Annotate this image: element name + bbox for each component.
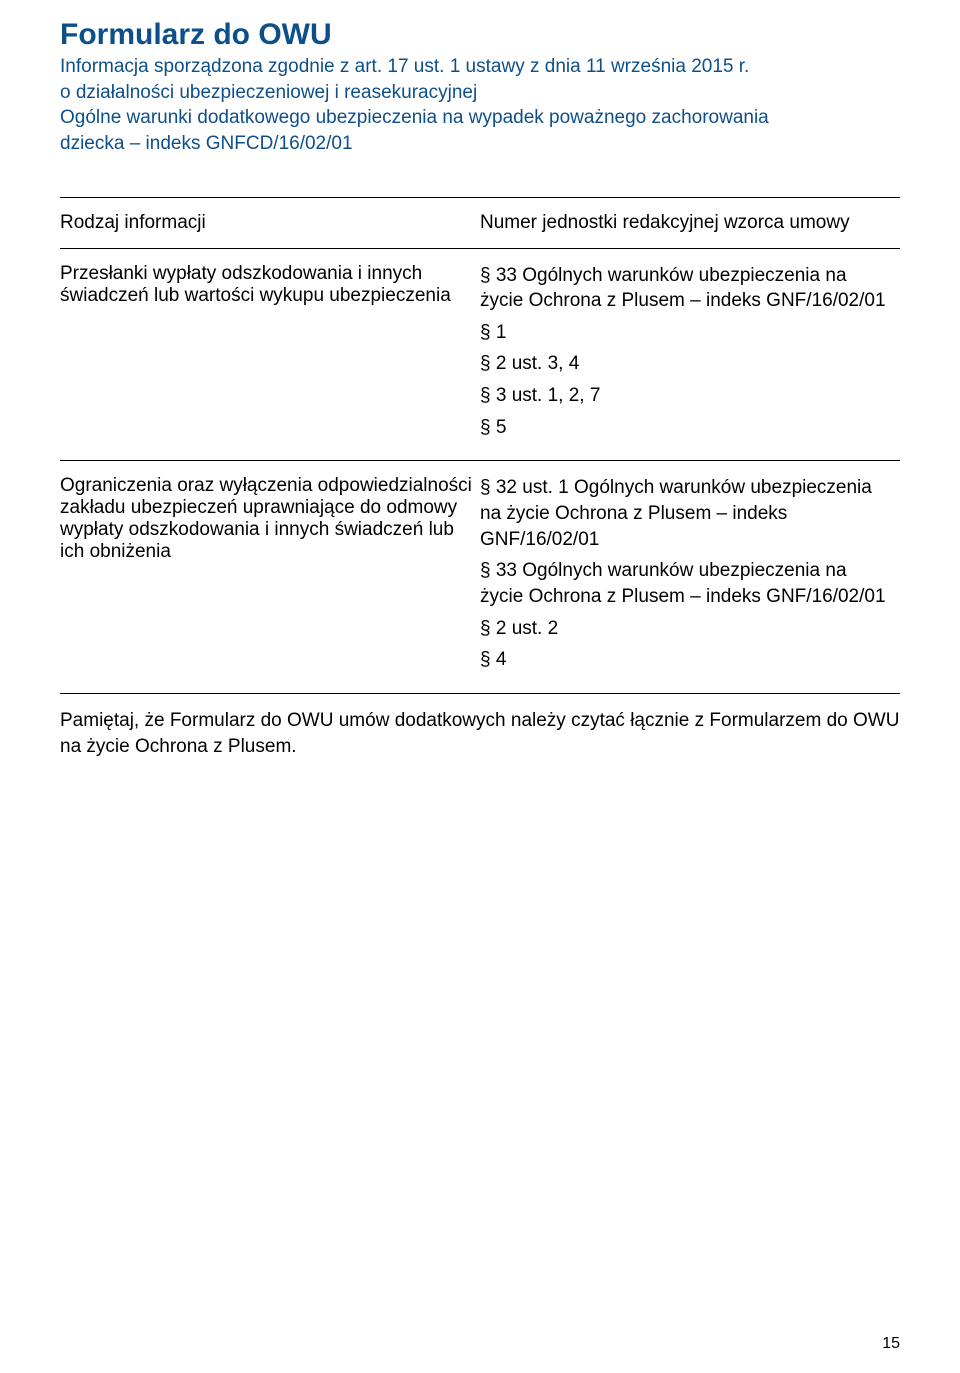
subtitle-block: Informacja sporządzona zgodnie z art. 17… (60, 54, 900, 157)
list-item: § 2 ust. 2 (480, 616, 892, 642)
table-header-row: Rodzaj informacji Numer jednostki redakc… (60, 197, 900, 248)
table-row: Przesłanki wypłaty odszkodowania i innyc… (60, 248, 900, 461)
list-item: § 5 (480, 415, 892, 441)
list-item: § 33 Ogólnych warunków ubezpieczenia na … (480, 263, 892, 314)
row2-list: § 32 ust. 1 Ogólnych warunków ubezpiecze… (480, 475, 892, 672)
list-item: § 33 Ogólnych warunków ubezpieczenia na … (480, 558, 892, 609)
subtitle-line-3: Ogólne warunki dodatkowego ubezpieczenia… (60, 105, 900, 131)
footer-note: Pamiętaj, że Formularz do OWU umów dodat… (60, 708, 900, 759)
header-right: Numer jednostki redakcyjnej wzorca umowy (480, 197, 900, 248)
list-item: § 3 ust. 1, 2, 7 (480, 383, 892, 409)
info-table: Rodzaj informacji Numer jednostki redakc… (60, 197, 900, 694)
page-title: Formularz do OWU (60, 18, 900, 52)
table-row: Ograniczenia oraz wyłączenia odpowiedzia… (60, 461, 900, 693)
list-item: § 1 (480, 320, 892, 346)
subtitle-line-4: dziecka – indeks GNFCD/16/02/01 (60, 131, 900, 157)
document-page: Formularz do OWU Informacja sporządzona … (0, 0, 960, 779)
row2-left: Ograniczenia oraz wyłączenia odpowiedzia… (60, 461, 480, 693)
page-number: 15 (882, 1335, 900, 1353)
list-item: § 2 ust. 3, 4 (480, 351, 892, 377)
row1-list: § 33 Ogólnych warunków ubezpieczenia na … (480, 263, 892, 441)
subtitle-line-2: o działalności ubezpieczeniowej i reasek… (60, 80, 900, 106)
list-item: § 4 (480, 647, 892, 673)
header-left: Rodzaj informacji (60, 197, 480, 248)
row1-right: § 33 Ogólnych warunków ubezpieczenia na … (480, 248, 900, 461)
row1-left: Przesłanki wypłaty odszkodowania i innyc… (60, 248, 480, 461)
subtitle-line-1: Informacja sporządzona zgodnie z art. 17… (60, 54, 900, 80)
list-item: § 32 ust. 1 Ogólnych warunków ubezpiecze… (480, 475, 892, 552)
row2-right: § 32 ust. 1 Ogólnych warunków ubezpiecze… (480, 461, 900, 693)
